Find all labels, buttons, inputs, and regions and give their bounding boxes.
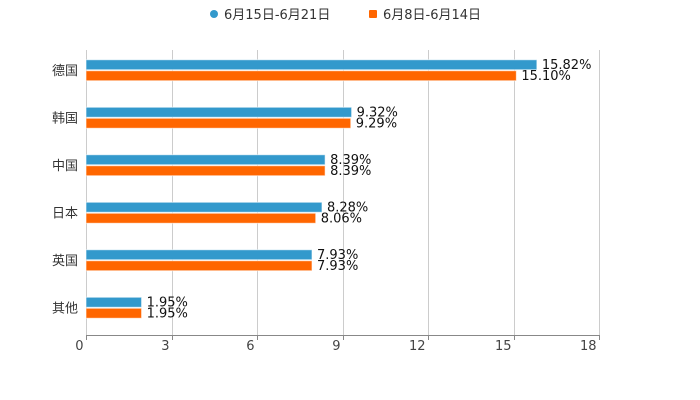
bar-value-label: 1.95%	[147, 295, 188, 310]
x-tick-label: 18	[580, 339, 597, 354]
bar[interactable]	[85, 165, 326, 177]
x-tick-label: 12	[409, 339, 426, 354]
bar-value-label: 8.39%	[330, 164, 371, 179]
bar-value-label: 1.95%	[147, 306, 188, 321]
bar[interactable]	[85, 296, 143, 308]
bar[interactable]	[85, 117, 352, 129]
category-label: 中国	[52, 159, 78, 174]
bar-value-label: 8.39%	[330, 153, 371, 168]
bar-value-label: 8.28%	[327, 200, 368, 215]
bars: 15.82%15.10% 9.32%9.29% 8.39%8.39% 8.28%8.0…	[85, 58, 592, 321]
legend-square-icon	[369, 9, 377, 18]
x-tick-label: 3	[161, 339, 169, 354]
bar[interactable]	[85, 70, 517, 82]
bar-value-label: 7.93%	[317, 259, 358, 274]
legend-label: 6月8日-6月14日	[383, 8, 482, 23]
category-label: 德国	[52, 64, 78, 79]
bar[interactable]	[85, 106, 353, 118]
x-tick-label: 9	[332, 339, 340, 354]
legend-circle-icon	[210, 9, 218, 18]
x-axis: 0 3 6 9 12 15 18	[75, 335, 600, 354]
bar-value-label: 15.82%	[542, 58, 592, 73]
bar[interactable]	[85, 59, 538, 71]
bar-value-label: 9.32%	[357, 105, 398, 120]
bar[interactable]	[85, 212, 317, 224]
bar-value-label: 7.93%	[317, 248, 358, 263]
legend-item-series-2[interactable]: 6月8日-6月14日	[369, 4, 481, 23]
category-label: 日本	[52, 206, 78, 221]
bar-value-label: 15.10%	[521, 69, 571, 84]
x-tick-label: 0	[75, 339, 83, 354]
category-label: 英国	[52, 254, 78, 269]
bar[interactable]	[85, 201, 323, 213]
category-label: 其他	[52, 301, 78, 316]
x-tick-label: 15	[495, 339, 512, 354]
gridlines	[86, 50, 600, 335]
chart-legend: 6月15日-6月21日 6月8日-6月14日	[0, 4, 700, 23]
bar-value-label: 9.29%	[356, 116, 397, 131]
bar[interactable]	[85, 154, 326, 166]
bar[interactable]	[85, 260, 313, 272]
bar-value-label: 8.06%	[321, 211, 362, 226]
category-label: 韩国	[52, 111, 78, 126]
x-tick-label: 6	[246, 339, 254, 354]
legend-label: 6月15日-6月21日	[224, 8, 331, 23]
legend-item-series-1[interactable]: 6月15日-6月21日	[210, 4, 330, 23]
bar[interactable]	[85, 307, 143, 319]
bar[interactable]	[85, 249, 313, 261]
